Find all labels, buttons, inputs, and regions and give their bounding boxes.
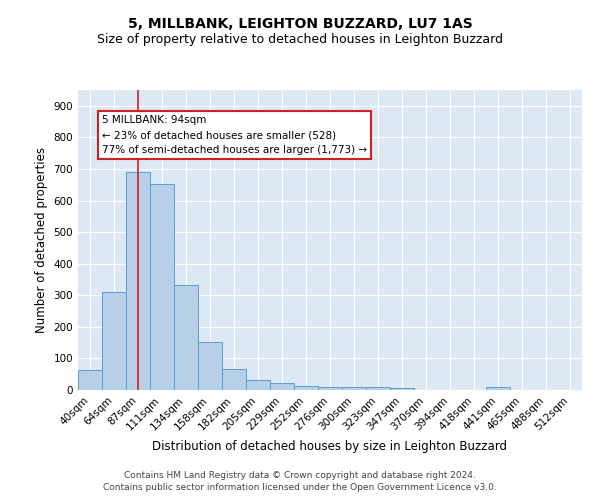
Bar [102, 292, 126, 390]
Bar [222, 370, 246, 390]
Bar [318, 387, 342, 390]
Y-axis label: Number of detached properties: Number of detached properties [35, 147, 48, 333]
Bar [270, 382, 294, 390]
Bar [150, 184, 174, 390]
Text: 5, MILLBANK, LEIGHTON BUZZARD, LU7 1AS: 5, MILLBANK, LEIGHTON BUZZARD, LU7 1AS [128, 18, 472, 32]
Bar [246, 380, 270, 390]
Bar [126, 172, 150, 390]
Bar [486, 388, 510, 390]
X-axis label: Distribution of detached houses by size in Leighton Buzzard: Distribution of detached houses by size … [152, 440, 508, 453]
Bar [174, 286, 198, 390]
Bar [198, 342, 222, 390]
Text: Size of property relative to detached houses in Leighton Buzzard: Size of property relative to detached ho… [97, 32, 503, 46]
Bar [390, 388, 414, 390]
Text: 5 MILLBANK: 94sqm
← 23% of detached houses are smaller (528)
77% of semi-detache: 5 MILLBANK: 94sqm ← 23% of detached hous… [102, 116, 367, 155]
Bar [366, 387, 390, 390]
Bar [342, 387, 366, 390]
Bar [78, 370, 102, 390]
Bar [294, 386, 318, 390]
Text: Contains HM Land Registry data © Crown copyright and database right 2024.
Contai: Contains HM Land Registry data © Crown c… [103, 471, 497, 492]
